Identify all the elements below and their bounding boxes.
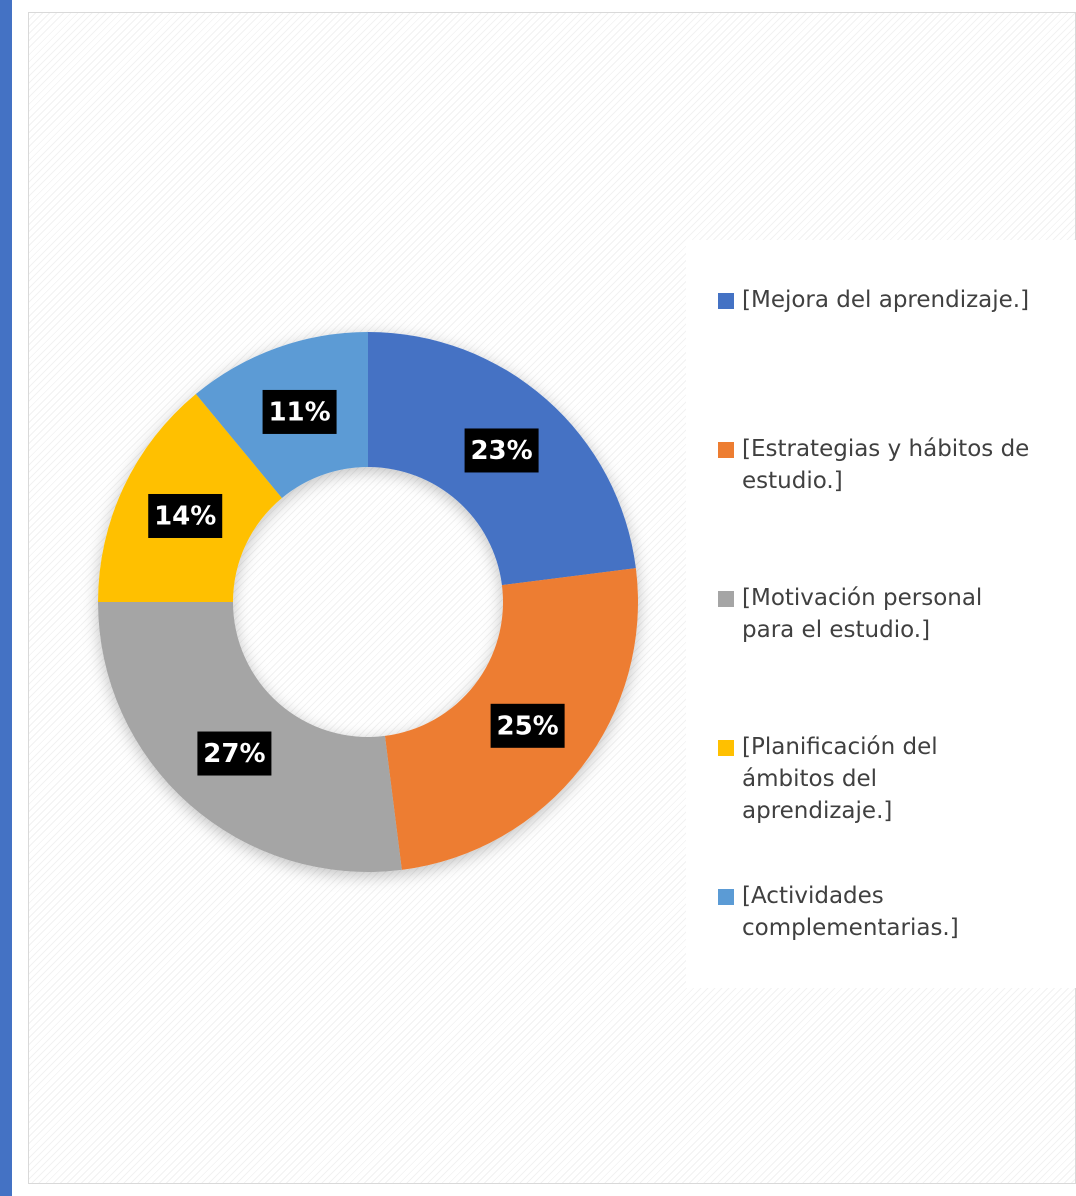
- data-label: 14%: [154, 501, 216, 531]
- data-label-box: [197, 731, 272, 776]
- sidebar: [0, 0, 12, 1196]
- data-label-box: [262, 389, 337, 434]
- legend-item: [Mejora del aprendizaje.]: [718, 284, 1058, 316]
- legend-item: [Estrategias y hábitos de estudio.]: [718, 433, 1058, 497]
- legend-label: [Mejora del aprendizaje.]: [742, 287, 1030, 313]
- data-label: 11%: [268, 397, 330, 427]
- legend-label: [Actividades complementarias.]: [742, 883, 959, 941]
- data-labels: 23% 25% 27% 14% 11%: [148, 389, 565, 776]
- legend-item: [Actividades complementarias.]: [718, 880, 1058, 944]
- data-label-box: [148, 493, 223, 538]
- legend-swatch: [718, 889, 734, 905]
- legend-swatch: [718, 591, 734, 607]
- legend-label: [Planificación del ámbitos del aprendiza…: [742, 734, 938, 824]
- data-label: 27%: [203, 739, 265, 769]
- legend-item: [Planificación del ámbitos del aprendiza…: [718, 731, 1058, 827]
- donut: [98, 332, 638, 872]
- chart: 23% 25% 27% 14% 11%: [98, 332, 638, 872]
- legend: [Mejora del aprendizaje.] [Estrategias y …: [686, 240, 1076, 988]
- legend-swatch: [718, 442, 734, 458]
- data-label-box: [464, 428, 539, 473]
- legend-item: [Motivación personal para el estudio.]: [718, 582, 1058, 646]
- legend-swatch: [718, 740, 734, 756]
- data-label: 25%: [496, 711, 558, 741]
- data-label: 23%: [470, 436, 532, 466]
- legend-label: [Estrategias y hábitos de estudio.]: [742, 436, 1030, 494]
- legend-label: [Motivación personal para el estudio.]: [742, 585, 983, 643]
- legend-swatch: [718, 293, 734, 309]
- data-label-box: [490, 703, 565, 748]
